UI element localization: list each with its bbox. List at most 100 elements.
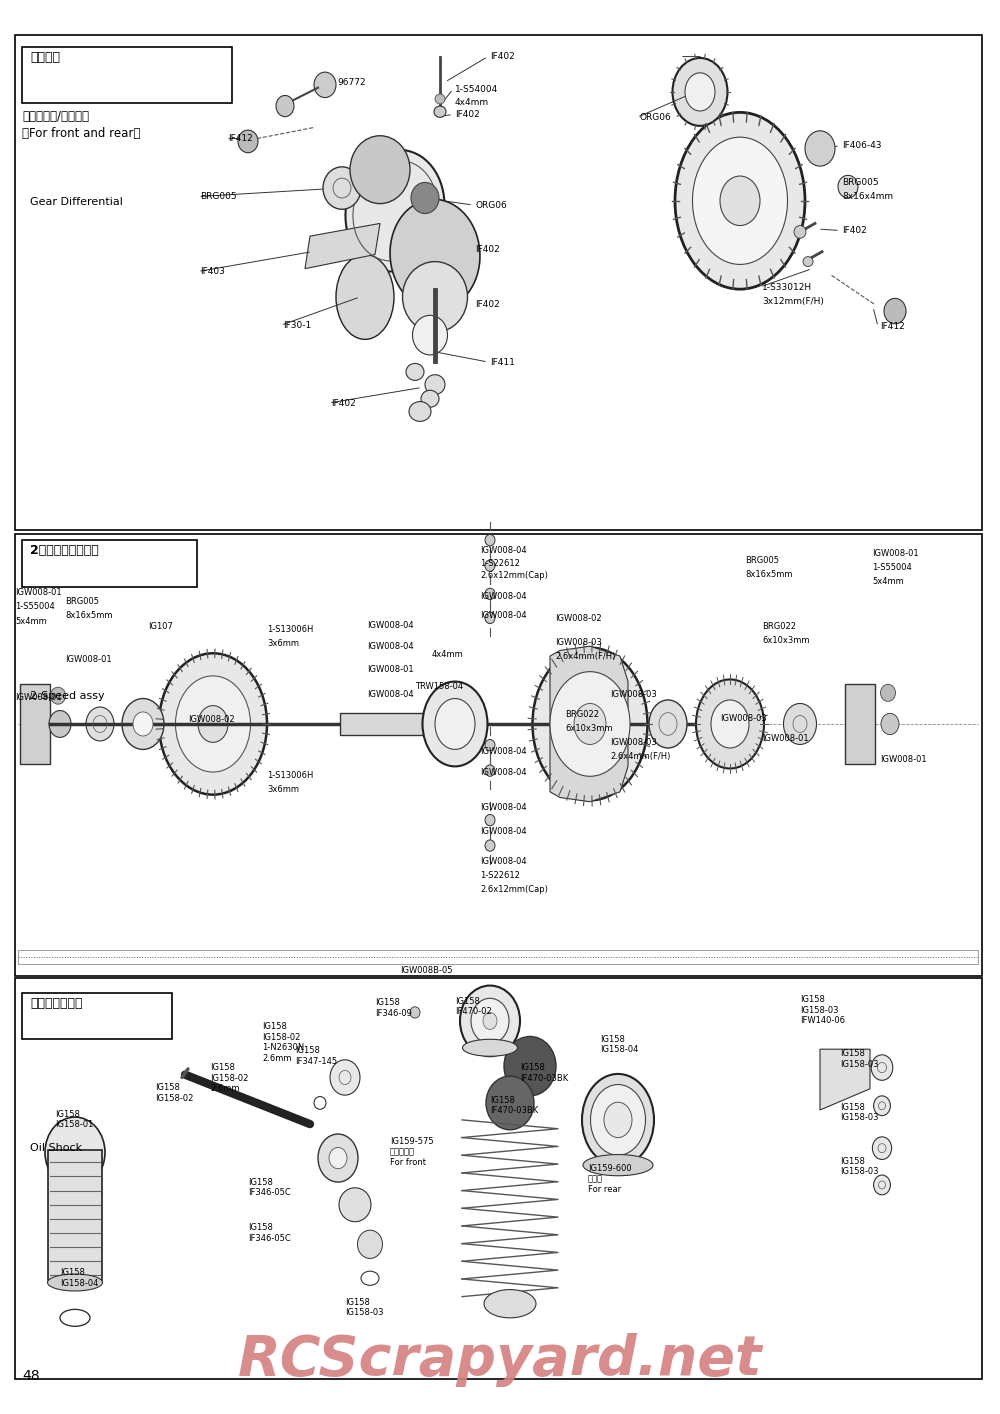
Text: 4x4mm: 4x4mm bbox=[432, 650, 464, 659]
Polygon shape bbox=[550, 646, 628, 802]
Text: 3x12mm(F/H): 3x12mm(F/H) bbox=[762, 297, 824, 305]
Ellipse shape bbox=[696, 679, 764, 769]
Text: 2スピードユニット: 2スピードユニット bbox=[30, 544, 99, 557]
Polygon shape bbox=[305, 223, 380, 269]
Text: IGW008-04: IGW008-04 bbox=[367, 690, 414, 699]
Ellipse shape bbox=[406, 363, 424, 380]
Ellipse shape bbox=[471, 998, 509, 1044]
Text: 1-S55004: 1-S55004 bbox=[15, 602, 55, 611]
Ellipse shape bbox=[410, 1007, 420, 1018]
Ellipse shape bbox=[582, 1075, 654, 1165]
Ellipse shape bbox=[350, 136, 410, 204]
Ellipse shape bbox=[435, 93, 445, 105]
Ellipse shape bbox=[425, 375, 445, 395]
Text: ＜フロント/リヤ用＞: ＜フロント/リヤ用＞ bbox=[22, 110, 89, 123]
Text: Oil Shock: Oil Shock bbox=[30, 1143, 82, 1154]
Ellipse shape bbox=[339, 1188, 371, 1222]
Text: 5x4mm: 5x4mm bbox=[872, 577, 904, 585]
Ellipse shape bbox=[409, 402, 431, 421]
Ellipse shape bbox=[590, 1085, 646, 1155]
Text: IGW008-04: IGW008-04 bbox=[480, 546, 527, 554]
Ellipse shape bbox=[336, 255, 394, 339]
Text: 96772: 96772 bbox=[337, 78, 366, 86]
Text: 2.6x4mm(F/H): 2.6x4mm(F/H) bbox=[555, 652, 615, 660]
Ellipse shape bbox=[176, 676, 250, 772]
Text: IF412: IF412 bbox=[880, 322, 905, 331]
Text: 1-S55004: 1-S55004 bbox=[872, 563, 912, 571]
Text: IF402: IF402 bbox=[490, 52, 515, 61]
Text: 1-S22612: 1-S22612 bbox=[480, 871, 520, 880]
Polygon shape bbox=[20, 684, 50, 764]
Text: IF402: IF402 bbox=[331, 399, 356, 407]
Ellipse shape bbox=[133, 711, 153, 735]
Bar bbox=[15, 35, 982, 530]
Bar bbox=[15, 534, 982, 976]
Ellipse shape bbox=[86, 707, 114, 741]
Ellipse shape bbox=[48, 1274, 103, 1291]
Text: IGW008-01: IGW008-01 bbox=[762, 734, 809, 742]
Ellipse shape bbox=[159, 653, 267, 795]
Ellipse shape bbox=[390, 199, 480, 310]
Text: IG158
IG158-01: IG158 IG158-01 bbox=[55, 1110, 93, 1130]
Text: IGW008-03: IGW008-03 bbox=[555, 638, 602, 646]
Ellipse shape bbox=[550, 672, 630, 776]
Text: 3x6mm: 3x6mm bbox=[267, 639, 299, 648]
Text: IGW008-04: IGW008-04 bbox=[480, 747, 527, 755]
Ellipse shape bbox=[504, 1036, 556, 1096]
Bar bbox=[22, 993, 172, 1039]
Ellipse shape bbox=[485, 588, 495, 600]
Text: IG158
IF346-05C: IG158 IF346-05C bbox=[248, 1178, 291, 1198]
Ellipse shape bbox=[720, 177, 760, 225]
Text: IGW008-01: IGW008-01 bbox=[15, 693, 62, 701]
Ellipse shape bbox=[484, 1290, 536, 1318]
Bar bbox=[48, 1150, 102, 1280]
Ellipse shape bbox=[329, 1148, 347, 1168]
Ellipse shape bbox=[485, 765, 495, 776]
Text: IG159-575
フロント用
For front: IG159-575 フロント用 For front bbox=[390, 1137, 434, 1167]
Ellipse shape bbox=[485, 612, 495, 624]
Ellipse shape bbox=[874, 1096, 890, 1116]
Ellipse shape bbox=[413, 315, 448, 355]
Ellipse shape bbox=[411, 182, 439, 214]
Text: IG158
IG158-02
2.6mm: IG158 IG158-02 2.6mm bbox=[210, 1063, 248, 1093]
Text: IGW008-01: IGW008-01 bbox=[65, 655, 112, 663]
Ellipse shape bbox=[532, 648, 648, 800]
Bar bbox=[18, 950, 978, 964]
Text: IGW008-01: IGW008-01 bbox=[15, 588, 62, 597]
Text: 6x10x3mm: 6x10x3mm bbox=[762, 636, 810, 645]
Text: IGW008-04: IGW008-04 bbox=[480, 611, 527, 619]
Ellipse shape bbox=[330, 1060, 360, 1094]
Bar bbox=[340, 713, 460, 735]
Text: IG158
IG158-04: IG158 IG158-04 bbox=[600, 1035, 638, 1055]
Text: ORG06: ORG06 bbox=[640, 113, 672, 122]
Text: 1-S33012H: 1-S33012H bbox=[762, 283, 812, 291]
Ellipse shape bbox=[435, 699, 475, 749]
Ellipse shape bbox=[711, 700, 749, 748]
Text: 48: 48 bbox=[22, 1369, 40, 1383]
Text: IF30-1: IF30-1 bbox=[283, 321, 311, 329]
Text: ORG06: ORG06 bbox=[475, 201, 507, 209]
Text: IG107: IG107 bbox=[148, 622, 173, 631]
Ellipse shape bbox=[122, 699, 164, 749]
Text: IG158
IG158-03: IG158 IG158-03 bbox=[840, 1103, 879, 1123]
Text: IGW008-03: IGW008-03 bbox=[720, 714, 767, 723]
Ellipse shape bbox=[871, 1055, 893, 1080]
Text: IGW008-03: IGW008-03 bbox=[610, 738, 657, 747]
Ellipse shape bbox=[198, 706, 228, 742]
Ellipse shape bbox=[421, 390, 439, 407]
Ellipse shape bbox=[485, 840, 495, 851]
Text: RCScrapyard.net: RCScrapyard.net bbox=[238, 1333, 762, 1387]
Text: IG158
IG158-03: IG158 IG158-03 bbox=[345, 1298, 384, 1318]
Text: 2-Speed assy: 2-Speed assy bbox=[30, 691, 105, 701]
Text: IF402: IF402 bbox=[455, 110, 480, 119]
Text: IF402: IF402 bbox=[475, 245, 500, 253]
Ellipse shape bbox=[485, 740, 495, 751]
Ellipse shape bbox=[318, 1134, 358, 1182]
Text: IG158
IG158-02: IG158 IG158-02 bbox=[155, 1083, 193, 1103]
Text: IGW008-04: IGW008-04 bbox=[480, 803, 527, 812]
Ellipse shape bbox=[794, 225, 806, 238]
Ellipse shape bbox=[49, 710, 71, 738]
Text: IG158
IF470-02: IG158 IF470-02 bbox=[455, 997, 492, 1017]
Text: IGW008-04: IGW008-04 bbox=[367, 642, 414, 650]
Ellipse shape bbox=[574, 703, 606, 744]
